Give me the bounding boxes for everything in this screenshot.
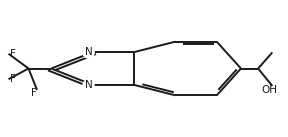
Text: F: F [10,74,16,84]
Text: N: N [84,80,92,90]
Text: N: N [84,47,92,57]
Text: F: F [10,49,16,59]
Text: OH: OH [262,85,278,95]
Text: F: F [31,88,37,98]
